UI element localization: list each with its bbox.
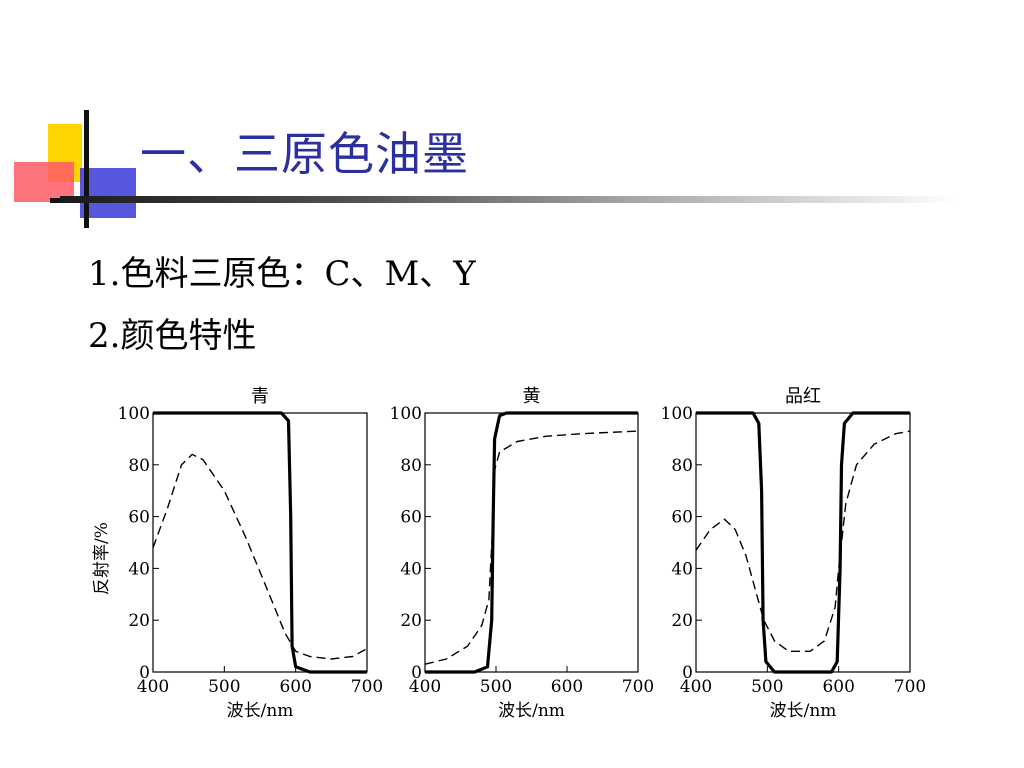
chart-1-xtick-label-600: 600: [279, 677, 311, 697]
chart-1-ytick-label-0: 0: [139, 663, 150, 683]
chart-3-xtick-label-400: 400: [680, 677, 712, 697]
chart-3-ytick-label-100: 100: [661, 404, 693, 424]
chart-2-ytick-label-60: 60: [400, 508, 422, 528]
chart-2-xtick-label-700: 700: [622, 677, 654, 697]
chart-3-ytick-label-20: 20: [671, 611, 693, 631]
chart-2-title: 黄: [523, 386, 541, 407]
slide-title: 一、三原色油墨: [140, 127, 469, 181]
chart-2-xtick-label-400: 400: [409, 677, 441, 697]
chart-1-title: 青: [251, 386, 269, 407]
chart-3-solid-curve: [696, 411, 910, 674]
chart-2-solid-curve: [425, 411, 638, 674]
bullet-color-properties: 2.颜色特性: [88, 316, 257, 356]
chart-3-ytick-label-80: 80: [671, 456, 693, 476]
chart-3-ytick-label-0: 0: [682, 663, 693, 683]
chart-1-xtick-label-400: 400: [137, 677, 169, 697]
chart-3-xlabel: 波长/nm: [770, 701, 837, 721]
title-underline: [60, 196, 960, 203]
chart-3-xtick-label-500: 500: [751, 677, 783, 697]
chart-2-ytick-label-0: 0: [411, 663, 422, 683]
chart-3-xtick-label-600: 600: [822, 677, 854, 697]
chart-2-dashed-curve: [424, 430, 639, 665]
chart-2-ytick-label-20: 20: [400, 611, 422, 631]
slide-logo-decoration: [14, 110, 140, 228]
bullet-primary-colorants: 1.色料三原色：C、M、Y: [88, 254, 476, 294]
chart-2-ytick-label-100: 100: [390, 404, 422, 424]
chart-3-frame: [695, 412, 911, 673]
chart-1-solid-curve: [153, 411, 367, 674]
chart-1-ytick-label-40: 40: [128, 559, 150, 579]
chart-1-dashed-curve: [152, 453, 368, 660]
chart-2-xtick-label-600: 600: [551, 677, 583, 697]
chart-1-ytick-label-80: 80: [128, 456, 150, 476]
chart-3-ytick-label-60: 60: [671, 508, 693, 528]
chart-2-xtick-label-500: 500: [480, 677, 512, 697]
chart-2-xlabel: 波长/nm: [498, 701, 565, 721]
chart-2-ytick-label-80: 80: [400, 456, 422, 476]
chart-3-title: 品红: [785, 386, 821, 407]
chart-1-ytick-label-20: 20: [128, 611, 150, 631]
chart-1-xtick-label-700: 700: [351, 677, 383, 697]
chart-1-ytick-label-100: 100: [118, 404, 150, 424]
chart-1-xtick-label-500: 500: [208, 677, 240, 697]
chart-1-ylabel: 反射率/%: [92, 522, 112, 595]
chart-2-ytick-label-40: 40: [400, 559, 422, 579]
chart-1-frame: [152, 412, 368, 673]
chart-3-ytick-label-40: 40: [671, 559, 693, 579]
chart-2-frame: [424, 412, 639, 673]
chart-3-dashed-curve: [695, 430, 911, 652]
chart-3-xtick-label-700: 700: [894, 677, 926, 697]
chart-1-ytick-label-60: 60: [128, 508, 150, 528]
chart-1-xlabel: 波长/nm: [227, 701, 294, 721]
